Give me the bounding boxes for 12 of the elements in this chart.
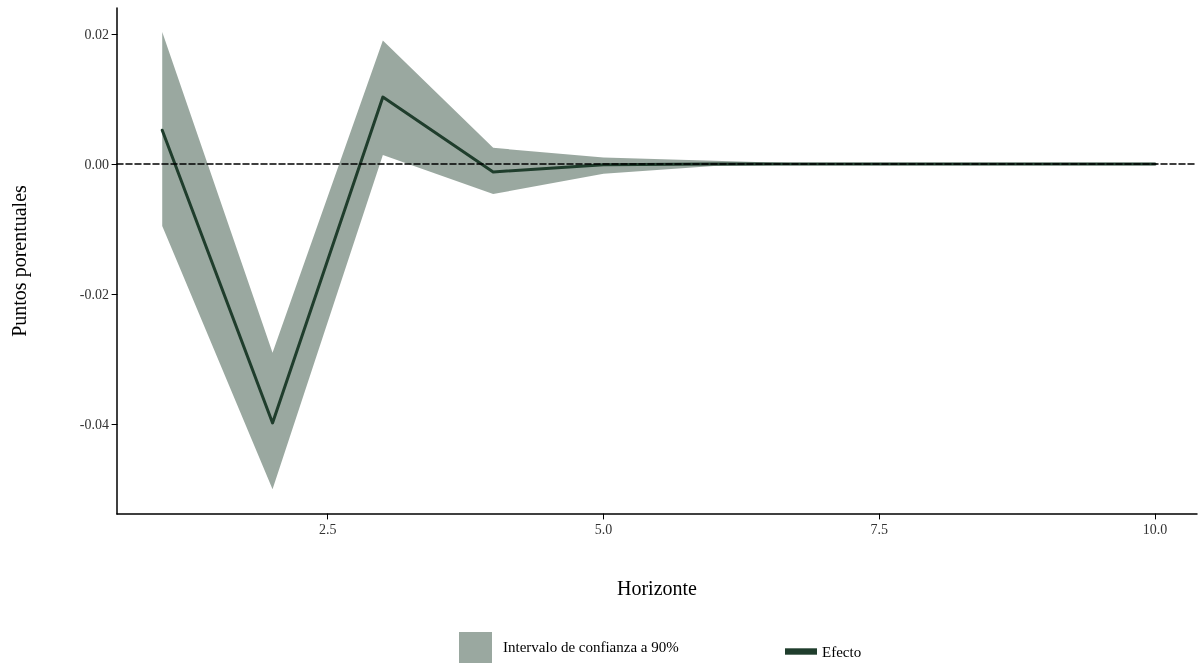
x-tick-label: 2.5 xyxy=(318,521,337,537)
y-tick-label: 0.00 xyxy=(84,156,109,172)
text: Intervalo de confianza a 90% xyxy=(503,639,679,656)
y-tick-label: -0.02 xyxy=(79,286,109,302)
x-tick-label: 7.5 xyxy=(870,521,889,537)
x-tick-label: 10.0 xyxy=(1142,521,1168,537)
x-axis-title: Horizonte xyxy=(617,577,698,599)
y-axis-title: Puntos porentuales xyxy=(8,184,31,337)
y-tick-label: 0.02 xyxy=(84,26,109,42)
x-tick-label: 5.0 xyxy=(594,521,613,537)
y-tick-label: -0.04 xyxy=(79,416,109,432)
legend-label: Efecto xyxy=(822,643,862,660)
